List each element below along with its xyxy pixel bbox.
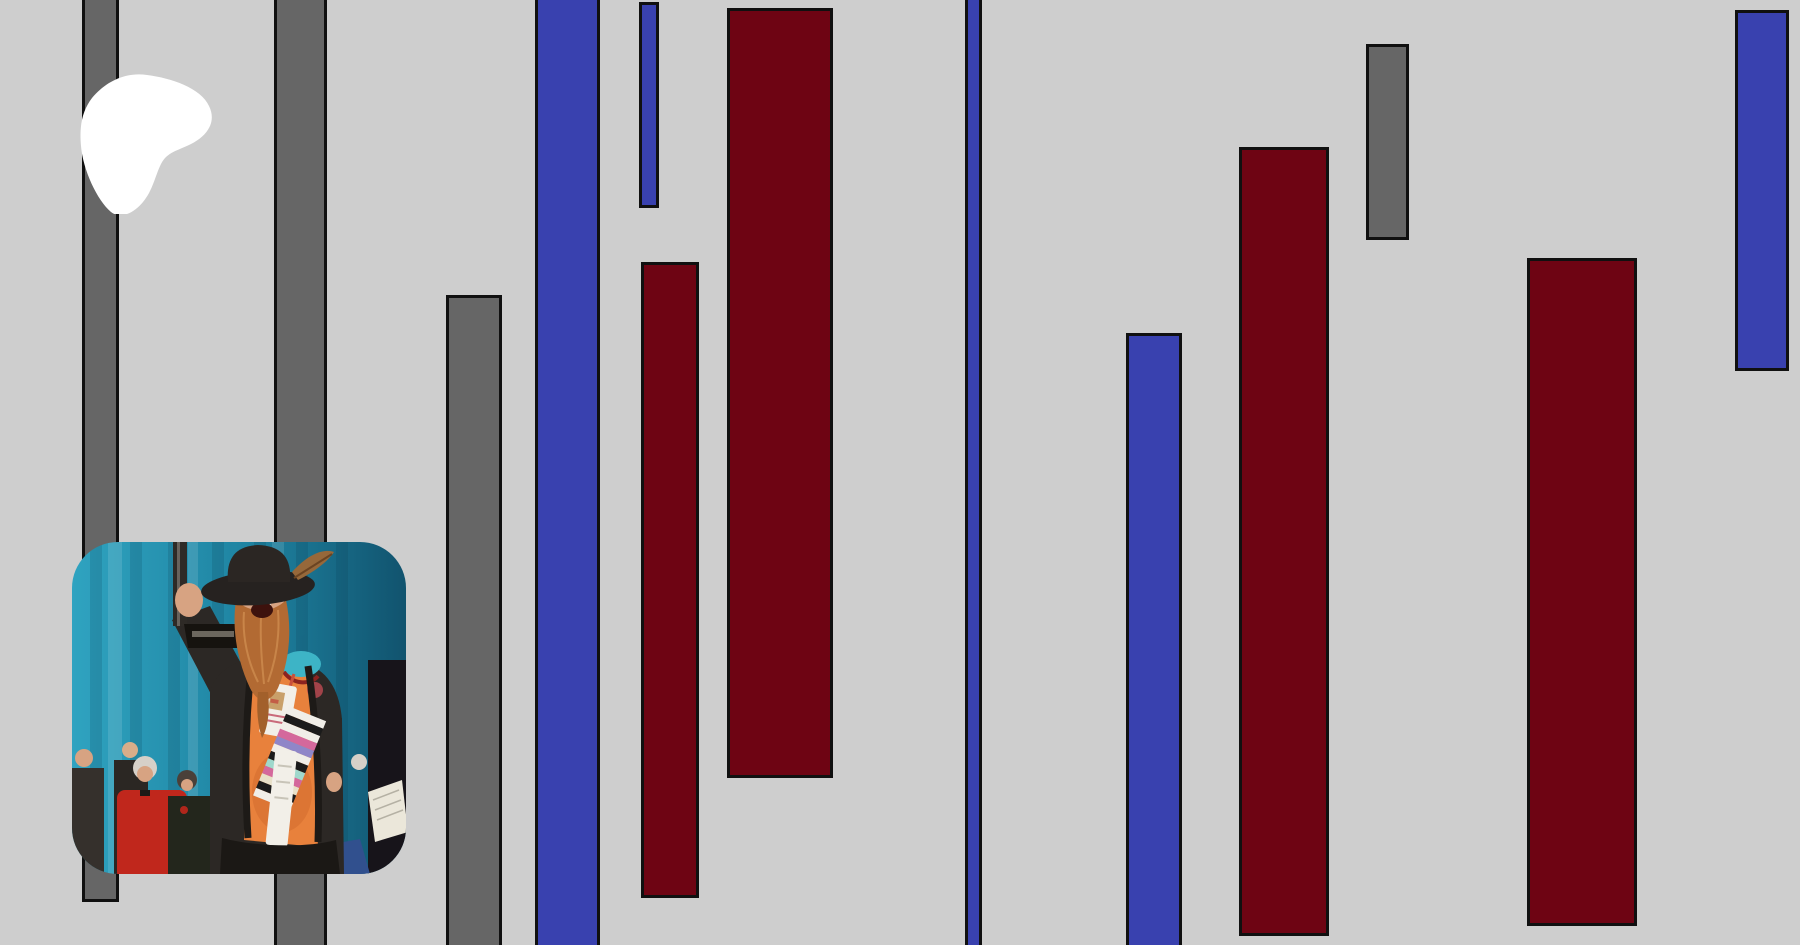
lapel-right	[304, 665, 322, 843]
bar-dark_red-12	[1527, 258, 1637, 926]
ticket-tail	[265, 749, 298, 847]
beard-strands	[242, 609, 280, 685]
crowd	[72, 742, 390, 874]
bar-gray-11	[1366, 44, 1409, 240]
open-mouth	[251, 602, 273, 618]
bar-dark_red-7	[727, 8, 833, 778]
program-book	[368, 780, 406, 842]
right-arm-sleeve	[318, 712, 342, 780]
stage-photo-scene	[72, 542, 406, 874]
bar-blue-8	[965, 0, 982, 945]
white-blob	[79, 74, 212, 214]
bar-blue-13	[1735, 10, 1789, 371]
bar-dark_red-6	[641, 262, 699, 898]
bar-blue-9	[1126, 333, 1182, 945]
blob-path	[80, 74, 212, 214]
bar-dark_red-10	[1239, 147, 1329, 936]
trophy	[173, 542, 246, 648]
sparkly-dress-lady	[168, 770, 212, 874]
right-hand	[326, 772, 342, 792]
main-figure	[172, 542, 406, 874]
stage-photo	[72, 542, 406, 874]
white-blob-shape	[80, 74, 212, 214]
beard-tail	[257, 692, 269, 738]
bar-blue-4	[535, 0, 600, 945]
pants	[220, 838, 340, 874]
bar-blue-5	[639, 2, 659, 208]
bar-gray-3	[446, 295, 502, 945]
hat	[201, 545, 334, 606]
right-partial-person	[368, 660, 406, 874]
